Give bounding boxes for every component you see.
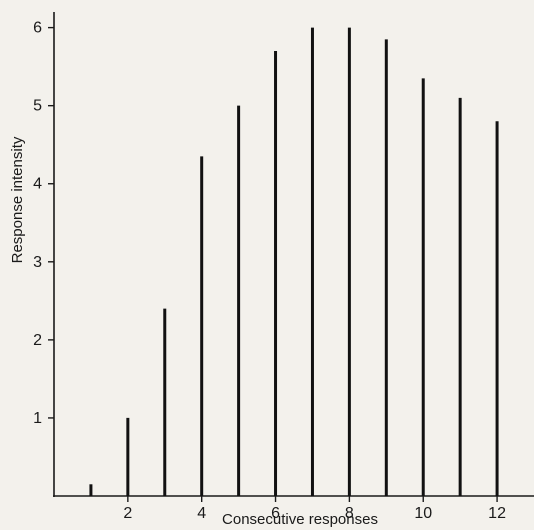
y-tick-label-6: 6 [33, 20, 42, 37]
y-tick-label-5: 5 [33, 98, 42, 115]
bars [89, 27, 499, 496]
axes [53, 12, 534, 497]
y-axis-title: Response intensity [9, 136, 26, 263]
y-tick-label-4: 4 [33, 176, 42, 193]
y-tick-label-2: 2 [33, 332, 42, 349]
x-tick-label-12: 12 [488, 505, 506, 522]
y-tick-label-3: 3 [33, 254, 42, 271]
x-tick-label-10: 10 [414, 505, 432, 522]
y-tick-label-1: 1 [33, 410, 42, 427]
x-tick-label-8: 8 [345, 505, 354, 522]
x-axis-ticks: 2 4 6 8 10 12 [123, 496, 506, 522]
x-axis-title: Consecutive responses [222, 511, 378, 528]
x-tick-label-2: 2 [123, 505, 132, 522]
x-tick-label-4: 4 [197, 505, 206, 522]
y-axis-ticks: 1 2 3 4 5 6 [33, 20, 54, 427]
x-tick-label-6: 6 [271, 505, 280, 522]
